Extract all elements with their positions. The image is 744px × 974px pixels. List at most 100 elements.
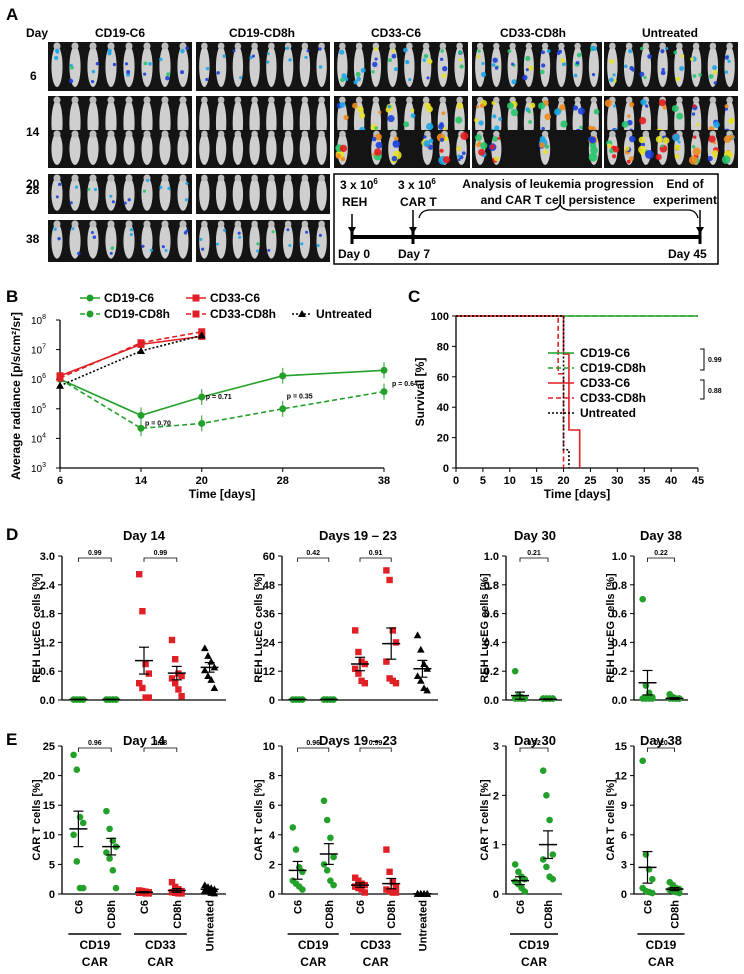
b-series-line [59, 378, 385, 430]
luminescence-spot [696, 123, 700, 127]
mouse-head [692, 42, 700, 50]
luminescence-spot [440, 49, 444, 53]
mouse-head [179, 220, 187, 228]
mouse-head [125, 220, 133, 228]
luminescence-spot [492, 136, 498, 142]
day-label-20: 20 [26, 177, 40, 191]
day0-label: Day 0 [338, 247, 370, 261]
scatter-ytick-label: 6 [621, 830, 627, 842]
b-xtick-label: 6 [57, 475, 63, 487]
scatter-pvalue: 0.22 [654, 550, 668, 557]
luminescence-spot [539, 69, 545, 75]
mouse-silhouette [87, 45, 99, 88]
scatter-point [70, 831, 77, 839]
timeline-box: 3 x 106 REH 3 x 106 CAR T Analysis of le… [333, 173, 719, 265]
scatter-pvalue-bracket [143, 747, 178, 752]
b-point [279, 405, 287, 413]
mouse-head [217, 42, 225, 50]
luminescence-spot [371, 136, 377, 142]
luminescence-spot [423, 135, 427, 139]
mouse-head [53, 96, 61, 104]
mouse-head [217, 174, 225, 182]
b-xtick-label: 38 [378, 475, 390, 487]
mouse-head [301, 220, 309, 228]
scatter-ytick-label: 0.0 [484, 695, 499, 707]
mouse-head [217, 96, 225, 104]
b-xtick-label: 28 [277, 475, 289, 487]
luminescence-spot [693, 135, 697, 139]
scatter-point [292, 846, 300, 853]
mouse-head [179, 130, 187, 138]
luminescence-spot [91, 69, 96, 74]
luminescence-spot [375, 133, 382, 141]
luminescence-spot [149, 248, 153, 252]
luminescence-spot [538, 102, 546, 110]
mouse-silhouette [51, 45, 63, 88]
b-ylabel: Average radiance [p/s/cm²/sr] [9, 312, 23, 480]
luminescence-spot [232, 49, 236, 53]
luminescence-spot [461, 151, 466, 156]
luminescence-spot [148, 62, 152, 66]
luminescence-spot [93, 187, 98, 192]
mouse-head [709, 96, 717, 104]
luminescence-spot [660, 144, 664, 148]
scatter-point [521, 888, 529, 895]
scatter-ylabel: REH LucEG cells [%] [253, 573, 265, 683]
scatter-ytick-label: 10 [263, 741, 275, 753]
luminescence-spot [165, 75, 170, 81]
mouse-head [71, 96, 79, 104]
mouse-head [422, 96, 430, 104]
c-ytick-label: 0 [443, 463, 449, 475]
mouse-head [541, 42, 549, 50]
luminescence-spot [579, 125, 583, 130]
mouse-silhouette [69, 133, 81, 165]
scatter-pvalue: 0.96 [88, 740, 102, 747]
mouse-head [53, 130, 61, 138]
luminescence-spot [609, 77, 614, 83]
mouse-head [355, 96, 363, 104]
scatter-ytick-label: 0.8 [484, 580, 499, 592]
mouse-silhouette [232, 223, 244, 259]
scatter-point [386, 887, 393, 895]
scatter-ytick-label: 4 [269, 830, 276, 842]
mouse-head [125, 174, 133, 182]
luminescence-spot [343, 114, 349, 121]
scatter-ytick-label: 6 [269, 800, 275, 812]
scatter-ytick-label: 5 [49, 859, 55, 871]
luminescence-spot [410, 113, 416, 119]
luminescence-spot [481, 61, 485, 66]
b-point [380, 388, 388, 396]
scatter-point [327, 834, 334, 842]
luminescence-spot [359, 112, 366, 119]
mouse-head [143, 42, 151, 50]
scatter-point [139, 608, 146, 615]
c-xlabel: Time [days] [544, 487, 610, 501]
mouse-head [389, 42, 396, 50]
mouse-silhouette [177, 177, 189, 211]
luminescence-spot [624, 146, 630, 151]
scatter-point [649, 889, 656, 897]
mouse-silhouette [87, 177, 99, 211]
luminescence-spot [266, 60, 270, 64]
mouse-head [234, 130, 242, 138]
mouse-head [107, 130, 115, 138]
scatter-pvalue-bracket [359, 557, 392, 562]
b-xlabel: Time [days] [189, 487, 255, 501]
scatter-ytick-label: 2 [269, 859, 275, 871]
mouse-head [268, 96, 275, 104]
scatter-point [172, 680, 179, 687]
b-ytick-exp: 8 [42, 314, 46, 321]
analysis-bracket [418, 201, 699, 219]
luminescence-spot [692, 74, 697, 78]
mouse-head [509, 42, 516, 50]
mouse-silhouette [507, 45, 518, 88]
scatter-ytick-label: 0.6 [40, 666, 55, 678]
luminescence-spot [494, 156, 499, 162]
luminescence-spot [185, 181, 189, 186]
c-legend-label: CD19-CD8h [580, 361, 646, 375]
mouse-silhouette [607, 45, 618, 88]
mouse-head [493, 130, 500, 138]
scatter-ytick-label: 24 [263, 637, 276, 649]
luminescence-spot [629, 135, 636, 143]
